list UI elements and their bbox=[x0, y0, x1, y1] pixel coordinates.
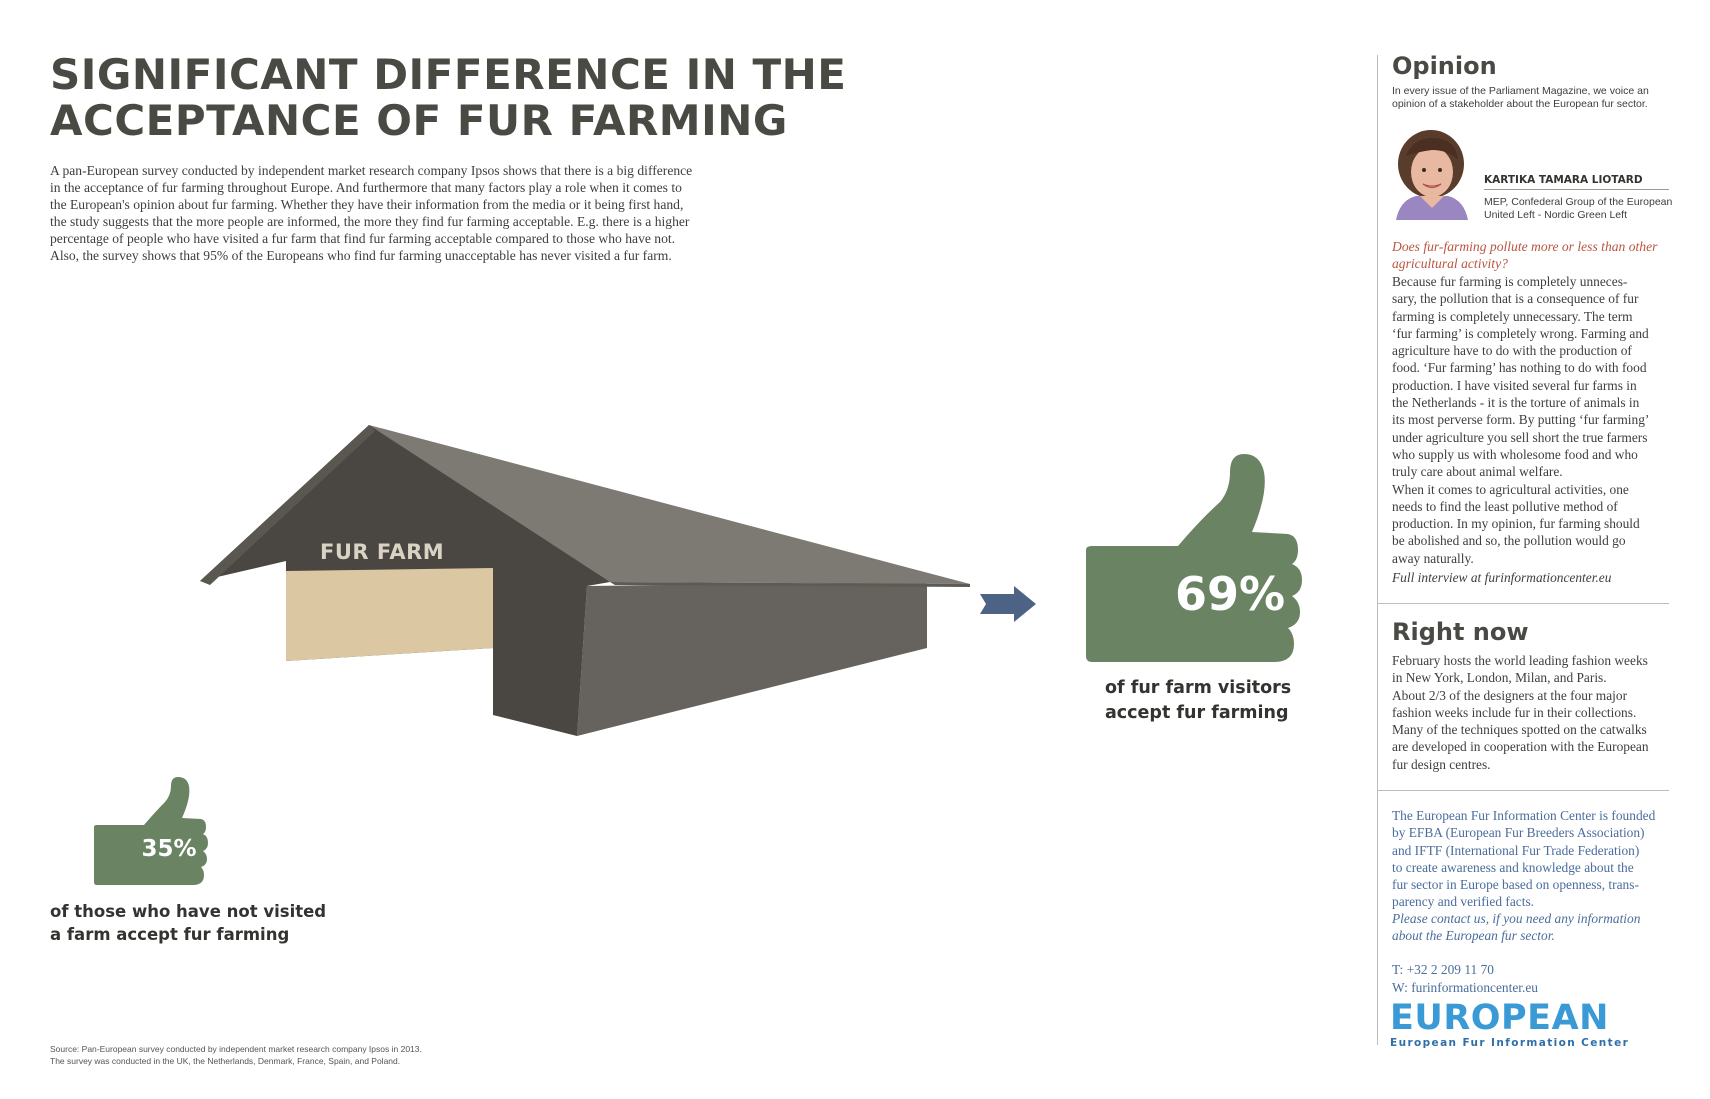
thumbs-up-icon bbox=[94, 777, 208, 885]
intro-line: in the acceptance of fur farming through… bbox=[50, 180, 682, 195]
answer-line: truly care about animal welfare. bbox=[1392, 464, 1563, 480]
opinion-subtitle: In every issue of the Parliament Magazin… bbox=[1392, 85, 1682, 111]
opinion-title: Opinion bbox=[1392, 52, 1497, 80]
about-line: by EFBA (European Fur Breeders Associati… bbox=[1392, 825, 1645, 841]
answer-line: production. I have visited several fur f… bbox=[1392, 377, 1637, 393]
intro-line: percentage of people who have visited a … bbox=[50, 231, 676, 246]
answer-line: production. In my opinion, fur farming s… bbox=[1392, 516, 1640, 532]
source-line: Source: Pan-European survey conducted by… bbox=[50, 1044, 422, 1054]
visitors-percent: 69% bbox=[1174, 567, 1286, 621]
right-now-line: fur design centres. bbox=[1392, 756, 1491, 772]
intro-line: Also, the survey shows that 95% of the E… bbox=[50, 248, 672, 263]
right-now-line: in New York, London, Milan, and Paris. bbox=[1392, 670, 1607, 686]
right-arrow-icon bbox=[980, 586, 1036, 622]
visitors-caption-line: of fur farm visitors bbox=[1105, 678, 1292, 698]
source-note: Source: Pan-European survey conducted by… bbox=[50, 1043, 500, 1067]
headline: SIGNIFICANT DIFFERENCE IN THE ACCEPTANCE… bbox=[50, 50, 847, 145]
intro-paragraph: A pan-European survey conducted by indep… bbox=[50, 162, 750, 264]
headline-line-2: ACCEPTANCE OF FUR FARMING bbox=[50, 96, 788, 145]
non-visitors-caption-line: a farm accept fur farming bbox=[50, 925, 290, 944]
source-line: The survey was conducted in the UK, the … bbox=[50, 1056, 401, 1066]
contact-phone[interactable]: T: +32 2 209 11 70 bbox=[1392, 962, 1494, 977]
intro-line: the study suggests that the more people … bbox=[50, 214, 690, 229]
person-name: KARTIKA TAMARA LIOTARD bbox=[1484, 174, 1669, 190]
answer-line: When it comes to agricultural activities… bbox=[1392, 481, 1629, 497]
answer-line: who supply us with wholesome food and wh… bbox=[1392, 446, 1638, 462]
barn-label: FUR FARM bbox=[320, 540, 445, 564]
barn-door bbox=[286, 568, 493, 661]
contact-request-line: about the European fur sector. bbox=[1392, 928, 1555, 944]
person-role-line: MEP, Confederal Group of the European bbox=[1484, 196, 1673, 208]
right-now-body: February hosts the world leading fashion… bbox=[1392, 652, 1682, 773]
right-now-line: fashion weeks include fur in their colle… bbox=[1392, 704, 1637, 720]
answer-line: needs to find the least pollutive method… bbox=[1392, 498, 1618, 514]
person-role-line: United Left - Nordic Green Left bbox=[1484, 209, 1627, 221]
non-visitors-percent: 35% bbox=[141, 836, 197, 862]
headline-line-1: SIGNIFICANT DIFFERENCE IN THE bbox=[50, 50, 847, 99]
about-line: The European Fur Information Center is f… bbox=[1392, 808, 1656, 823]
sidebar-divider bbox=[1377, 603, 1669, 604]
answer-line: Because fur farming is completely unnece… bbox=[1392, 274, 1628, 289]
contact-request-line: Please contact us, if you need any infor… bbox=[1392, 911, 1641, 926]
non-visitors-caption-line: of those who have not visited bbox=[50, 902, 327, 921]
contact-website[interactable]: W: furinformationcenter.eu bbox=[1392, 980, 1538, 995]
avatar bbox=[1392, 128, 1470, 220]
answer-line: sary, the pollution that is a consequenc… bbox=[1392, 291, 1639, 307]
logo-wordmark: EUROPEAN bbox=[1390, 998, 1609, 1038]
right-now-line: February hosts the world leading fashion… bbox=[1392, 653, 1648, 668]
about-line: fur sector in Europe based on openness, … bbox=[1392, 877, 1639, 893]
person-role: MEP, Confederal Group of the European Un… bbox=[1484, 196, 1674, 222]
thumbs-up-icon bbox=[1086, 454, 1302, 662]
about-text: The European Fur Information Center is f… bbox=[1392, 807, 1682, 911]
right-now-title: Right now bbox=[1392, 618, 1529, 646]
visitors-caption: of fur farm visitors accept fur farming bbox=[1105, 676, 1345, 726]
right-now-line: are developed in cooperation with the Eu… bbox=[1392, 739, 1649, 755]
barn-side-wall bbox=[577, 582, 927, 736]
thumbs-up-visitors bbox=[1080, 450, 1310, 665]
barn-illustration bbox=[200, 425, 970, 736]
sidebar-divider-vertical bbox=[1377, 55, 1378, 1045]
barn-roof bbox=[369, 425, 970, 584]
visitors-caption-line: accept fur farming bbox=[1105, 703, 1289, 723]
about-line: to create awareness and knowledge about … bbox=[1392, 859, 1634, 875]
interview-question: Does fur-farming pollute more or less th… bbox=[1392, 238, 1682, 272]
full-interview-link[interactable]: Full interview at furinformationcenter.e… bbox=[1392, 570, 1612, 585]
question-line: Does fur-farming pollute more or less th… bbox=[1392, 239, 1658, 254]
intro-line: A pan-European survey conducted by indep… bbox=[50, 163, 693, 178]
interview-answer: Because fur farming is completely unnece… bbox=[1392, 273, 1682, 567]
answer-line: be abolished and so, the pollution would… bbox=[1392, 533, 1626, 549]
answer-line: farming is completely unnecessary. The t… bbox=[1392, 308, 1633, 324]
answer-line: its most perverse form. By putting ‘fur … bbox=[1392, 412, 1650, 428]
sidebar-divider bbox=[1377, 790, 1669, 791]
about-line: and IFTF (International Fur Trade Federa… bbox=[1392, 842, 1640, 858]
right-now-line: About 2/3 of the designers at the four m… bbox=[1392, 687, 1628, 703]
answer-line: the Netherlands - it is the torture of a… bbox=[1392, 395, 1640, 411]
contact-request: Please contact us, if you need any infor… bbox=[1392, 910, 1682, 945]
answer-line: under agriculture you sell short the tru… bbox=[1392, 429, 1648, 445]
answer-line: agriculture have to do with the producti… bbox=[1392, 343, 1632, 359]
right-now-line: Many of the techniques spotted on the ca… bbox=[1392, 722, 1647, 738]
answer-line: food. ‘Fur farming’ has nothing to do wi… bbox=[1392, 360, 1647, 376]
logo-tagline: European Fur Information Center bbox=[1390, 1037, 1630, 1049]
question-line: agricultural activity? bbox=[1392, 256, 1508, 271]
non-visitors-caption: of those who have not visited a farm acc… bbox=[50, 900, 327, 946]
thumbs-up-non-visitors bbox=[92, 775, 212, 887]
barn-left-eave bbox=[200, 425, 375, 585]
opinion-subtitle-line: In every issue of the Parliament Magazin… bbox=[1392, 85, 1649, 97]
about-line: parency and verified facts. bbox=[1392, 894, 1535, 910]
intro-line: the European's opinion about fur farming… bbox=[50, 197, 684, 212]
answer-line: ‘fur farming’ is completely wrong. Farmi… bbox=[1392, 325, 1649, 341]
barn-roof-edge bbox=[610, 582, 970, 587]
answer-line: away naturally. bbox=[1392, 550, 1474, 566]
opinion-subtitle-line: opinion of a stakeholder about the Europ… bbox=[1392, 98, 1648, 110]
